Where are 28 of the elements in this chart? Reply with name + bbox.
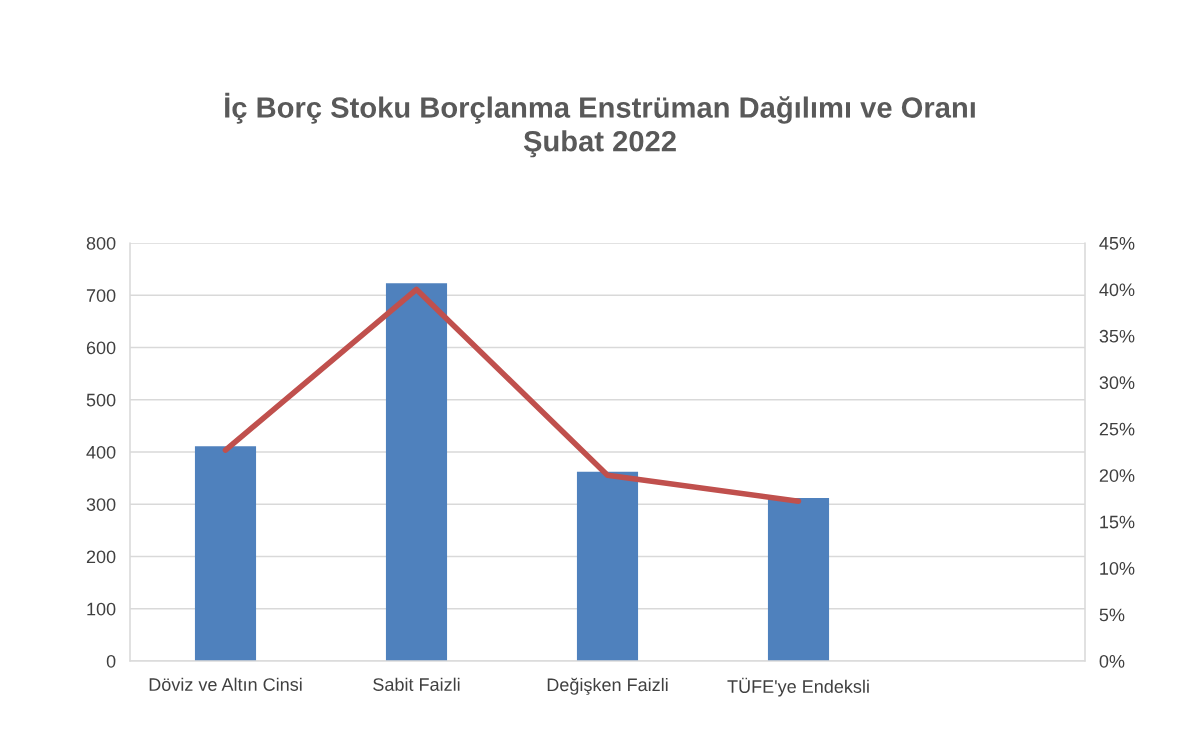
y2-tick-label: 0% [1099,654,1125,668]
chart-title: İç Borç Stoku Borçlanma Enstrüman Dağılımı ve Oranı Şubat 2022 [225,92,975,158]
y-tick-label: 800 [86,236,116,250]
y2-tick-label: 25% [1099,422,1135,436]
y-tick-label: 200 [86,550,116,564]
y2-tick-label: 30% [1099,376,1135,390]
bar [385,283,448,661]
x-tick-label: TÜFE'ye Endeksli [727,677,869,697]
y2-tick-label: 5% [1099,608,1125,622]
y-tick-label: 400 [86,445,116,459]
y2-tick-label: 20% [1099,469,1135,482]
y-tick-label: 100 [87,602,116,616]
y-tick-label: 600 [86,341,116,355]
y2-tick-label: 40% [1099,283,1135,297]
x-tick-label: Sabit Faizli [373,677,460,691]
y-tick-label: 0 [106,654,116,668]
bar [576,471,639,661]
y-tick-label: 500 [86,393,116,407]
y2-tick-label: 45% [1099,237,1135,250]
y-tick-label: 300 [86,498,116,511]
bar [194,446,257,661]
x-tick-label: Döviz ve Altın Cinsi [149,677,302,691]
y2-tick-label: 15% [1100,515,1135,529]
bar [767,497,830,661]
x-tick-label: Değişken Faizli [547,677,668,695]
y2-tick-label: 10% [1100,562,1135,575]
y2-tick-label: 35% [1099,329,1135,343]
y-tick-label: 700 [86,289,116,302]
